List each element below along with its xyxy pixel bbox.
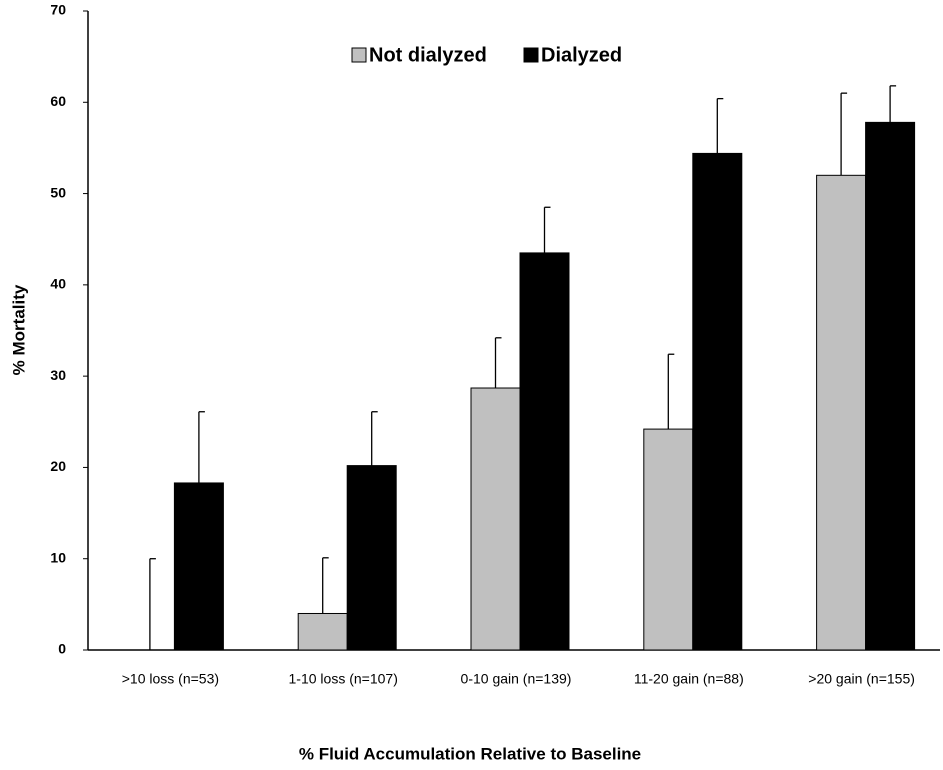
y-tick-label: 10 [50,549,66,565]
bar [346,465,397,651]
bar [173,482,224,651]
y-tick-label: 50 [50,184,66,200]
y-tick-label: 70 [50,2,66,18]
bar [816,174,867,651]
y-tick-label: 20 [50,458,66,474]
legend-swatch [523,47,539,63]
bar [519,252,570,651]
y-tick-label: 40 [50,276,66,292]
x-tick-label: 1-10 loss (n=107) [289,671,398,687]
bar [865,121,916,651]
legend-label: Not dialyzed [369,44,487,66]
y-tick-label: 30 [50,367,66,383]
x-axis-label: % Fluid Accumulation Relative to Baselin… [299,744,641,763]
bar [470,387,521,651]
x-tick-label: >10 loss (n=53) [122,671,219,687]
x-tick-label: 11-20 gain (n=88) [634,671,744,687]
bar [643,428,694,651]
x-tick-label: 0-10 gain (n=139) [461,671,572,687]
y-tick-label: 0 [58,641,66,657]
legend-swatch [351,47,367,63]
x-tick-label: >20 gain (n=155) [808,671,915,687]
legend-label: Dialyzed [541,44,622,66]
y-axis-label: % Mortality [9,284,28,375]
y-tick-label: 60 [50,93,66,109]
bar [692,152,743,651]
bar [297,612,348,651]
